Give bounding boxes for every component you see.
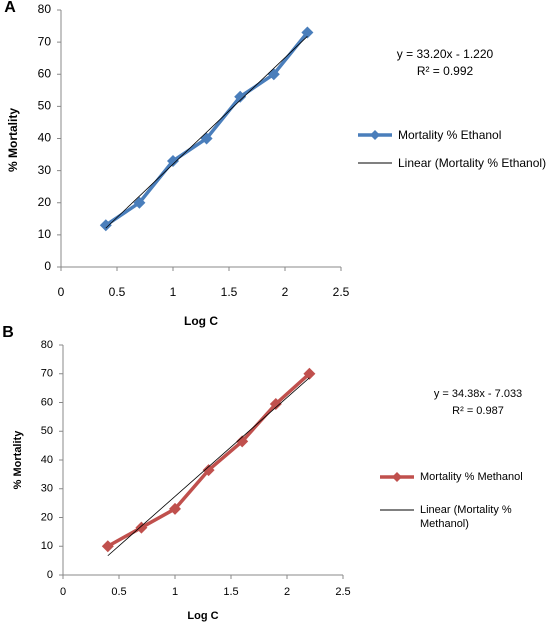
panel-label: A (4, 0, 16, 16)
y-tick-label: 60 (38, 66, 52, 80)
x-tick-label: 1 (172, 586, 178, 598)
x-tick-label: 0.5 (109, 285, 126, 299)
marker (234, 90, 247, 103)
x-tick-label: 1 (170, 285, 177, 299)
legend-marker (370, 130, 380, 140)
y-tick-label: 10 (38, 227, 52, 241)
equation: y = 33.20x - 1.220 (397, 47, 494, 61)
trendline (105, 36, 308, 229)
x-tick-label: 0 (60, 586, 66, 598)
marker (99, 219, 112, 232)
series-line (106, 372, 311, 548)
x-tick-label: 0 (58, 285, 65, 299)
marker (303, 367, 316, 380)
panel-label: B (2, 324, 14, 341)
y-tick-label: 70 (41, 368, 53, 380)
trendline (107, 377, 310, 557)
r-squared: R² = 0.987 (452, 405, 504, 417)
x-tick-label: 2 (284, 586, 290, 598)
x-axis-title: Log C (187, 610, 218, 622)
y-tick-label: 70 (38, 34, 52, 48)
y-tick-label: 40 (41, 454, 53, 466)
marker (301, 26, 314, 39)
x-axis-title: Log C (184, 314, 218, 328)
y-tick-label: 30 (38, 163, 52, 177)
y-tick-label: 60 (41, 396, 53, 408)
legend-entry: Mortality % Methanol (420, 471, 523, 483)
y-tick-label: 30 (41, 483, 53, 495)
x-tick-label: 0.5 (111, 586, 126, 598)
y-axis-title: % Mortality (12, 430, 24, 490)
y-tick-label: 20 (41, 511, 53, 523)
marker (135, 521, 148, 534)
y-tick-label: 50 (38, 99, 52, 113)
legend-entry: Mortality % Ethanol (398, 128, 502, 142)
y-tick-label: 0 (44, 259, 51, 273)
legend-entry: Linear (Mortality % Methanol) (420, 504, 512, 530)
marker (269, 397, 282, 410)
y-tick-label: 40 (38, 131, 52, 145)
marker (133, 196, 146, 209)
y-tick-label: 10 (41, 540, 53, 552)
marker (169, 502, 181, 515)
y-axis-title: % Mortality (6, 108, 20, 172)
series-line (104, 31, 309, 227)
x-tick-label: 2.5 (335, 586, 350, 598)
y-tick-label: 80 (41, 339, 53, 351)
marker (236, 435, 249, 448)
r-squared: R² = 0.992 (417, 64, 474, 78)
legend-marker (392, 472, 402, 482)
x-tick-label: 2 (282, 285, 289, 299)
x-tick-label: 1.5 (223, 586, 238, 598)
x-tick-label: 2.5 (333, 285, 350, 299)
marker (202, 464, 215, 477)
x-tick-label: 1.5 (221, 285, 238, 299)
y-tick-label: 80 (38, 2, 52, 16)
y-tick-label: 0 (47, 569, 53, 581)
y-tick-label: 20 (38, 195, 52, 209)
marker (101, 540, 114, 553)
equation: y = 34.38x - 7.033 (434, 388, 522, 400)
legend-entry: Linear (Mortality % Ethanol) (398, 156, 547, 170)
y-tick-label: 50 (41, 425, 53, 437)
marker (167, 154, 179, 167)
